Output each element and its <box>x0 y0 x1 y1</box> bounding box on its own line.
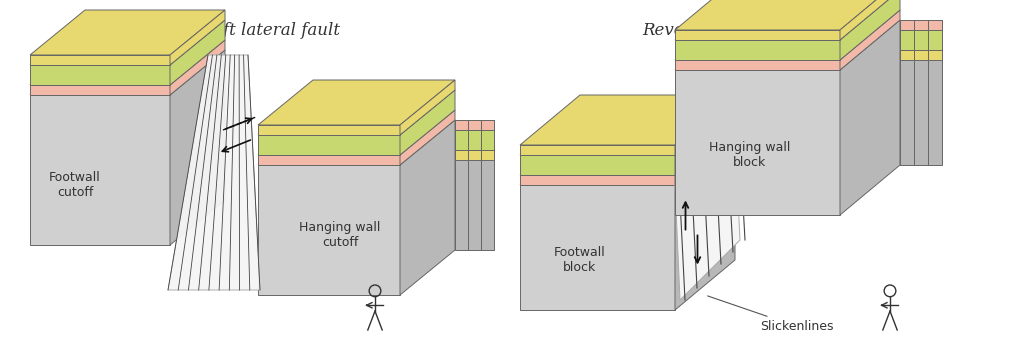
Polygon shape <box>400 120 455 295</box>
Polygon shape <box>468 120 481 250</box>
Polygon shape <box>675 135 740 300</box>
Polygon shape <box>914 50 928 60</box>
Polygon shape <box>928 20 942 30</box>
Polygon shape <box>914 20 928 30</box>
Polygon shape <box>675 40 840 60</box>
Polygon shape <box>675 0 900 40</box>
Polygon shape <box>170 10 225 65</box>
Polygon shape <box>30 20 225 65</box>
Polygon shape <box>170 50 225 245</box>
Polygon shape <box>928 50 942 60</box>
Polygon shape <box>675 125 735 185</box>
Polygon shape <box>30 40 225 85</box>
Polygon shape <box>481 150 494 160</box>
Polygon shape <box>468 130 481 150</box>
Polygon shape <box>928 20 942 165</box>
Polygon shape <box>400 110 455 165</box>
Polygon shape <box>914 20 928 165</box>
Polygon shape <box>675 135 735 310</box>
Polygon shape <box>30 50 225 95</box>
Polygon shape <box>840 0 900 60</box>
Polygon shape <box>520 105 735 155</box>
Polygon shape <box>30 95 170 245</box>
Polygon shape <box>400 90 455 155</box>
Polygon shape <box>520 95 735 145</box>
Text: Footwall
block: Footwall block <box>554 246 606 274</box>
Polygon shape <box>481 120 494 250</box>
Polygon shape <box>30 65 170 85</box>
Polygon shape <box>928 30 942 50</box>
Polygon shape <box>675 20 900 70</box>
Polygon shape <box>520 175 675 185</box>
Polygon shape <box>258 120 455 165</box>
Polygon shape <box>455 150 468 160</box>
Polygon shape <box>468 150 481 160</box>
Polygon shape <box>481 120 494 130</box>
Polygon shape <box>30 55 170 65</box>
Text: Hanging wall
cutoff: Hanging wall cutoff <box>299 221 381 249</box>
Text: Hanging wall
block: Hanging wall block <box>710 141 791 169</box>
Polygon shape <box>900 50 914 60</box>
Polygon shape <box>30 85 170 95</box>
Polygon shape <box>30 10 225 55</box>
Polygon shape <box>675 10 900 60</box>
Polygon shape <box>520 185 675 310</box>
Polygon shape <box>468 120 481 130</box>
Polygon shape <box>900 30 914 50</box>
Polygon shape <box>520 135 735 185</box>
Polygon shape <box>258 90 455 135</box>
Polygon shape <box>840 20 900 215</box>
Polygon shape <box>455 120 468 130</box>
Text: Normal left lateral fault: Normal left lateral fault <box>139 22 341 39</box>
Polygon shape <box>520 155 675 175</box>
Polygon shape <box>400 80 455 135</box>
Polygon shape <box>258 125 400 135</box>
Polygon shape <box>258 155 400 165</box>
Polygon shape <box>840 0 900 40</box>
Polygon shape <box>258 135 400 155</box>
Polygon shape <box>170 40 225 95</box>
Polygon shape <box>675 105 735 175</box>
Polygon shape <box>675 70 840 215</box>
Polygon shape <box>455 130 468 150</box>
Polygon shape <box>520 145 675 155</box>
Polygon shape <box>455 120 468 250</box>
Polygon shape <box>520 125 735 175</box>
Polygon shape <box>900 20 914 30</box>
Polygon shape <box>258 80 455 125</box>
Polygon shape <box>170 20 225 85</box>
Polygon shape <box>914 30 928 50</box>
Polygon shape <box>675 30 840 40</box>
Polygon shape <box>900 20 914 165</box>
Polygon shape <box>258 110 455 155</box>
Polygon shape <box>675 0 900 30</box>
Polygon shape <box>481 130 494 150</box>
Text: Slickenlines: Slickenlines <box>708 296 834 333</box>
Text: Footwall
cutoff: Footwall cutoff <box>49 171 101 199</box>
Polygon shape <box>840 10 900 70</box>
Polygon shape <box>258 165 400 295</box>
Polygon shape <box>675 95 735 155</box>
Polygon shape <box>168 55 260 290</box>
Polygon shape <box>675 60 840 70</box>
Text: Reverse left lateral fault: Reverse left lateral fault <box>642 22 848 39</box>
